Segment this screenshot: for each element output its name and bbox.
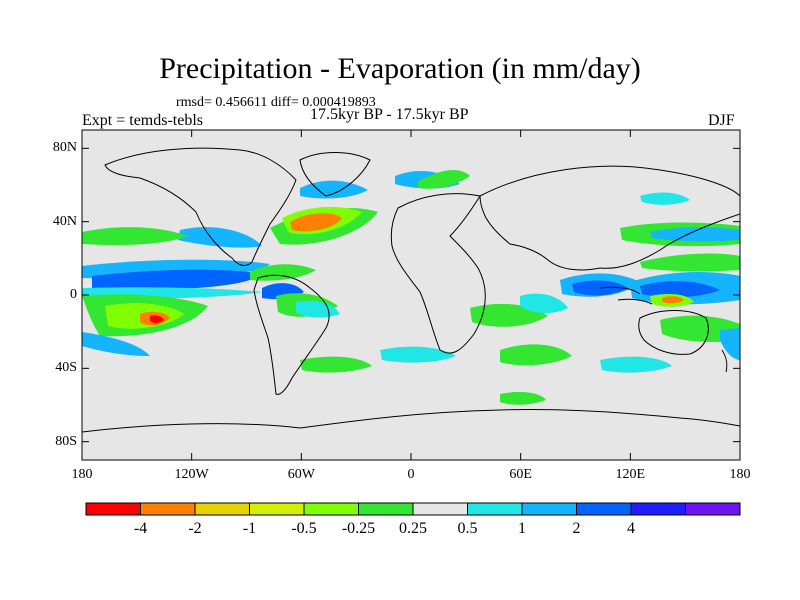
colorbar-swatch <box>85 502 141 516</box>
colorbar-label: 0.25 <box>399 520 427 537</box>
plot-title: Precipitation - Evaporation (in mm/day) <box>159 52 641 85</box>
y-tick-label: 40N <box>52 213 77 229</box>
x-tick-label: 60E <box>509 467 532 482</box>
colorbar-label: 2 <box>572 520 581 537</box>
period-label: 17.5kyr BP - 17.5kyr BP <box>310 106 469 123</box>
y-tick-label: 40S <box>55 360 77 376</box>
colorbar-label: -0.25 <box>341 520 376 537</box>
precip-evap-field <box>82 170 740 405</box>
axis-ticks <box>81 130 741 460</box>
y-tick-label: 80N <box>52 140 77 156</box>
colorbar-label: 4 <box>627 520 635 537</box>
y-tick-label: 0 <box>70 287 77 302</box>
stats-label: rmsd= 0.456611 diff= 0.000419893 <box>176 95 376 110</box>
colorbar-label: -4 <box>133 520 148 537</box>
colorbar <box>85 502 741 516</box>
colorbar-swatch <box>467 502 523 516</box>
colorbar-label: -0.5 <box>291 520 317 537</box>
y-tick-label: 80S <box>55 433 77 449</box>
x-tick-label: 120W <box>174 467 209 482</box>
colorbar-swatch <box>249 502 305 516</box>
x-tick-label: 180 <box>729 467 751 482</box>
colorbar-swatch <box>194 502 250 516</box>
season-label: DJF <box>708 112 735 129</box>
colorbar-label: 1 <box>518 520 526 537</box>
coastlines <box>82 147 740 433</box>
colorbar-label: 0.5 <box>457 520 478 537</box>
x-tick-label: 60W <box>287 467 315 482</box>
colorbar-swatch <box>303 502 359 516</box>
colorbar-swatch <box>630 502 686 516</box>
experiment-label: Expt = temds-tebls <box>82 112 204 129</box>
x-tick-label: 180 <box>71 467 93 482</box>
colorbar-swatch <box>412 502 468 516</box>
colorbar-swatch <box>576 502 632 516</box>
x-tick-label: 0 <box>407 467 415 482</box>
colorbar-label: -2 <box>188 520 202 537</box>
colorbar-swatch <box>358 502 414 516</box>
colorbar-swatch <box>521 502 577 516</box>
x-tick-label: 120E <box>615 467 646 482</box>
colorbar-swatch <box>685 502 741 516</box>
colorbar-label: -1 <box>242 520 257 537</box>
colorbar-swatch <box>140 502 196 516</box>
